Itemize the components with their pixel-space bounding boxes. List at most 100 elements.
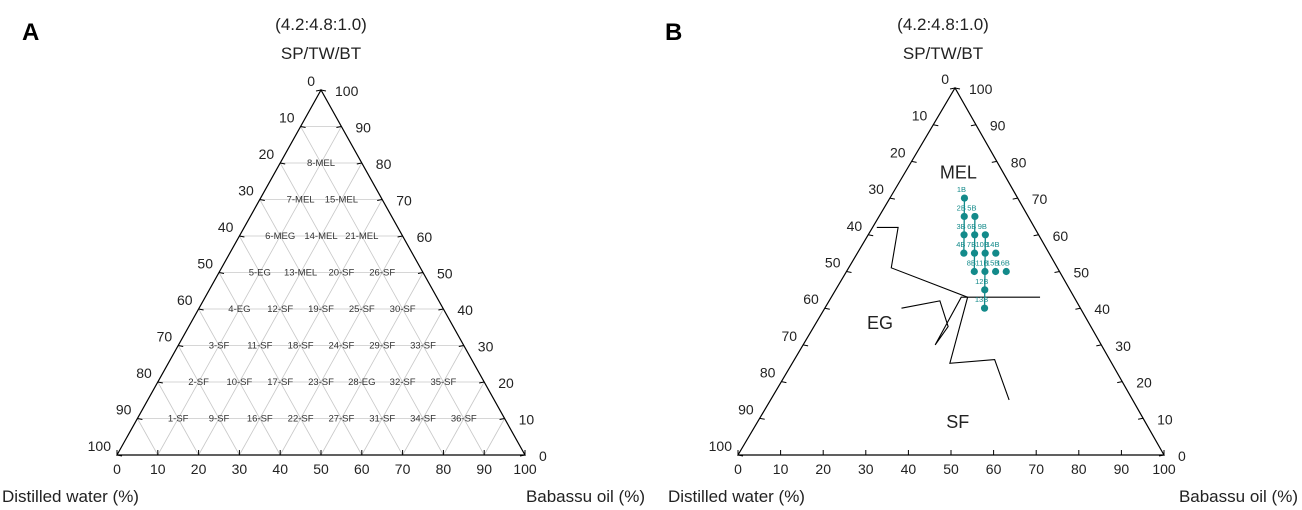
left-tick xyxy=(933,124,939,127)
cell-label: 19-SF xyxy=(308,304,334,315)
cell-label: 14-MEL xyxy=(304,231,337,242)
right-tick-label: 100 xyxy=(969,81,993,97)
formulation-point xyxy=(981,231,989,239)
cell-label: 3-SF xyxy=(209,341,230,352)
right-tick-label: 10 xyxy=(1157,411,1173,427)
region-label: MEL xyxy=(940,162,977,182)
formulation-point xyxy=(980,304,989,312)
left-tick-label: 50 xyxy=(197,256,213,272)
formulation-point xyxy=(960,212,968,221)
left-tick-label: 70 xyxy=(157,329,173,345)
right-tick-label: 70 xyxy=(1032,191,1048,207)
formulation-point xyxy=(960,249,968,257)
left-tick-label: 90 xyxy=(116,402,132,418)
right-tick-label: 30 xyxy=(478,339,494,355)
left-tick xyxy=(178,345,184,347)
left-tick xyxy=(157,381,163,384)
bottom-tick-label: 70 xyxy=(395,461,411,477)
ratio-label: (4.2:4.8:1.0) xyxy=(897,15,989,34)
cell-label: 30-SF xyxy=(390,304,416,315)
cell-label: 4-EG xyxy=(228,304,250,315)
left-tick-label: 90 xyxy=(738,401,754,417)
right-tick-label: 100 xyxy=(335,83,359,99)
right-tick-label: 40 xyxy=(457,302,473,318)
bottom-tick-label: 10 xyxy=(773,461,789,477)
right-tick xyxy=(377,199,383,201)
formulation-label: 1B xyxy=(957,185,966,194)
x-axis-label-right: Babassu oil (%) xyxy=(1179,487,1298,506)
ticks: 0010010109020208030307040406050505060604… xyxy=(88,73,547,477)
formulation-point xyxy=(992,267,1000,276)
panel-a: 0010010109020208030307040406050505060604… xyxy=(2,15,645,506)
formulation-label: 11B xyxy=(976,259,989,268)
right-tick xyxy=(417,272,424,274)
left-tick-label: 70 xyxy=(782,328,798,344)
formulation-label: 4B xyxy=(956,240,965,249)
grid-line-oil xyxy=(239,199,383,456)
left-tick xyxy=(759,417,765,420)
grid-lines xyxy=(137,126,505,456)
phase-boundary-line xyxy=(901,296,1041,346)
formulation-label: 8B xyxy=(967,259,976,268)
right-tick-label: 70 xyxy=(396,193,412,209)
cell-label: 7-MEL xyxy=(287,195,315,206)
left-tick-label: 0 xyxy=(941,71,949,87)
right-tick xyxy=(1075,307,1081,310)
right-tick xyxy=(479,381,485,384)
grid-line-oil xyxy=(443,381,485,456)
grid-line-oil xyxy=(157,126,342,456)
bottom-tick-label: 40 xyxy=(272,461,288,477)
left-tick xyxy=(137,418,143,420)
triangle-frame xyxy=(736,86,1166,456)
cell-label: 17-SF xyxy=(267,377,293,388)
right-tick xyxy=(970,124,976,127)
grid-line-water xyxy=(157,381,199,456)
left-tick xyxy=(781,381,787,384)
right-tick-label: 60 xyxy=(1053,228,1069,244)
cell-label: 8-MEL xyxy=(307,158,335,169)
formulation-point xyxy=(970,267,978,276)
left-tick xyxy=(218,272,225,274)
cell-label: 34-SF xyxy=(410,414,436,425)
left-tick-label: 30 xyxy=(868,181,884,197)
cell-label: 20-SF xyxy=(328,268,354,279)
bottom-tick-label: 50 xyxy=(943,461,959,477)
formulation-point xyxy=(981,249,989,257)
panel-label: A xyxy=(22,19,39,46)
left-tick-label: 100 xyxy=(88,438,112,454)
right-tick xyxy=(499,418,505,420)
cell-label: 26-SF xyxy=(369,268,395,279)
ratio-label: (4.2:4.8:1.0) xyxy=(275,15,367,34)
bottom-tick-label: 40 xyxy=(901,461,917,477)
region-labels: MEL EG SF xyxy=(867,162,977,432)
bottom-tick-label: 20 xyxy=(191,461,207,477)
left-tick xyxy=(868,234,874,237)
cell-label: 32-SF xyxy=(390,377,416,388)
left-tick-label: 80 xyxy=(136,365,152,381)
formulation-point xyxy=(992,249,1000,257)
formulation-point xyxy=(970,249,979,257)
x-axis-label-left: Distilled water (%) xyxy=(668,487,805,506)
formulation-label: 9B xyxy=(978,222,987,231)
cell-labels: 8-MEL 7-MEL 15-MEL 6-MEG 14-MEL 21-MEL 5-EG 13-… xyxy=(168,158,477,425)
left-tick-label: 20 xyxy=(259,146,275,162)
right-tick-label: 50 xyxy=(437,266,453,282)
left-tick-label: 40 xyxy=(218,219,234,235)
formulation-point xyxy=(960,231,968,239)
apex-label: SP/TW/BT xyxy=(903,44,983,63)
grid-line-oil xyxy=(320,272,424,456)
left-tick xyxy=(239,235,245,238)
right-tick-label: 20 xyxy=(498,375,514,391)
bottom-tick-label: 60 xyxy=(986,461,1002,477)
ticks: 0010010109020208030307040406050505060604… xyxy=(709,71,1186,477)
right-tick-label: 30 xyxy=(1115,338,1131,354)
cell-label: 16-SF xyxy=(247,414,273,425)
cell-label: 33-SF xyxy=(410,341,436,352)
bottom-tick-label: 80 xyxy=(436,461,452,477)
right-tick xyxy=(1012,197,1018,200)
left-tick xyxy=(954,87,961,90)
cell-label: 21-MEL xyxy=(345,231,378,242)
left-tick-label: 80 xyxy=(760,365,776,381)
left-tick-label: 10 xyxy=(279,110,295,126)
grid-line-oil xyxy=(402,345,465,456)
